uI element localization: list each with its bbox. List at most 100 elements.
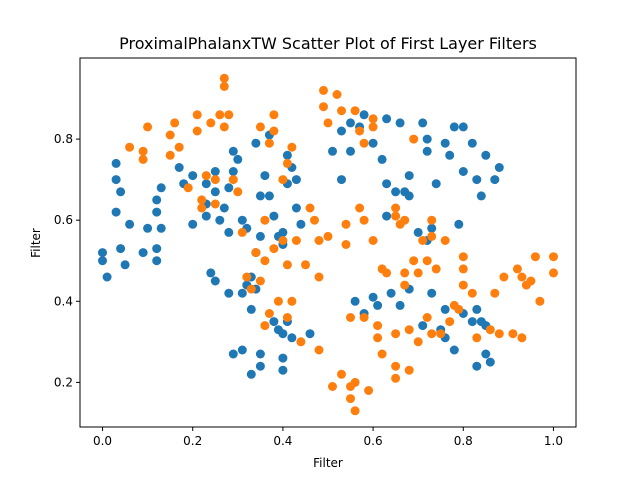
series-2-point-33 [260,321,270,331]
series-1-point-4 [111,158,121,168]
chart-title: ProximalPhalanxTW Scatter Plot of First … [119,34,537,53]
series-2-point-114 [458,280,468,290]
series-1-point-13 [152,244,162,254]
series-1-point-57 [291,203,301,213]
series-1-point-62 [269,317,279,327]
series-1-point-128 [350,296,360,306]
series-2-point-61 [337,106,346,116]
series-2-point-9 [183,183,193,193]
series-1-point-109 [490,175,500,185]
series-1-point-72 [255,361,265,371]
series-2-point-29 [255,122,265,132]
series-2-point-86 [391,211,401,221]
series-2-point-57 [323,118,333,128]
series-1-point-86 [382,211,392,221]
series-2-point-94 [404,325,414,335]
series-1-point-119 [449,345,459,355]
series-2-point-118 [490,288,500,298]
series-2-point-122 [512,264,522,274]
series-2-point-12 [197,195,207,205]
series-1-point-17 [156,183,166,193]
series-2-point-60 [332,90,342,99]
series-2-point-68 [350,406,360,416]
series-1-point-102 [454,219,464,229]
series-1-point-84 [382,114,392,124]
series-2-point-52 [314,236,324,245]
series-1-point-40 [237,288,247,298]
y-tick-label: 0.4 [54,294,73,308]
x-tick-label: 0.6 [364,434,383,448]
series-1-point-16 [152,195,162,205]
series-2-point-104 [427,231,437,241]
series-1-point-131 [373,300,383,310]
series-1-point-107 [476,191,486,201]
series-2-point-127 [530,252,540,262]
y-tick-label: 0.8 [54,132,73,146]
series-2-point-115 [467,288,477,298]
series-2-point-70 [350,106,360,116]
series-1-point-68 [228,349,238,359]
series-2-point-35 [264,138,274,148]
series-2-point-93 [400,280,410,290]
series-2-point-101 [422,256,432,266]
series-2-point-2 [138,146,148,156]
series-2-point-50 [305,203,315,213]
series-2-point-119 [494,329,504,339]
series-1-point-33 [224,227,234,237]
series-2-point-77 [368,122,378,132]
series-1-point-76 [337,175,346,185]
series-1-point-106 [472,175,482,185]
series-2-point-55 [319,85,328,95]
series-2-point-124 [517,272,527,282]
series-2-point-92 [400,268,410,278]
series-1-point-100 [445,150,455,160]
series-1-point-101 [449,122,459,132]
series-1-point-12 [138,248,148,258]
series-2-point-109 [445,317,455,327]
x-tick-label: 0.4 [273,434,292,448]
series-1-point-78 [346,118,355,128]
series-2-point-38 [269,244,279,254]
series-2-point-79 [368,114,378,124]
series-1-point-56 [282,150,292,160]
series-1-point-1 [98,248,107,258]
series-1-point-9 [120,260,130,270]
series-2-point-123 [517,333,527,343]
series-2-point-54 [314,345,324,355]
series-1-point-6 [116,187,126,197]
series-1-point-110 [494,163,504,172]
series-1-point-126 [481,349,491,359]
series-2-point-32 [255,276,265,286]
series-2-point-28 [251,248,261,258]
series-2-point-6 [165,130,175,140]
series-2-point-98 [413,268,423,278]
series-1-point-34 [233,154,243,164]
series-1-point-74 [278,365,288,375]
series-2-point-120 [499,272,509,282]
series-1-point-58 [296,219,306,229]
series-1-point-98 [431,179,441,189]
series-2-point-129 [549,252,558,262]
series-2-point-15 [206,118,216,128]
series-1-point-44 [246,304,256,314]
series-1-point-127 [485,357,495,367]
series-1-point-49 [264,191,274,201]
series-2-point-56 [319,102,328,112]
series-1-point-125 [472,361,482,371]
series-1-point-32 [228,167,238,176]
x-tick-label: 1.0 [544,434,563,448]
series-2-point-111 [454,304,464,314]
series-2-point-81 [373,333,383,343]
series-1-point-70 [246,369,256,379]
series-2-point-97 [409,256,419,266]
series-1-point-35 [237,215,247,225]
series-1-point-104 [458,122,468,132]
series-1-point-105 [467,138,477,148]
y-axis-label: Filter [29,228,43,258]
series-1-point-46 [255,231,265,241]
series-1-point-21 [188,171,198,181]
series-1-point-14 [152,256,162,266]
series-1-point-37 [206,268,216,278]
series-1-point-81 [359,110,369,120]
series-1-point-91 [404,191,414,201]
